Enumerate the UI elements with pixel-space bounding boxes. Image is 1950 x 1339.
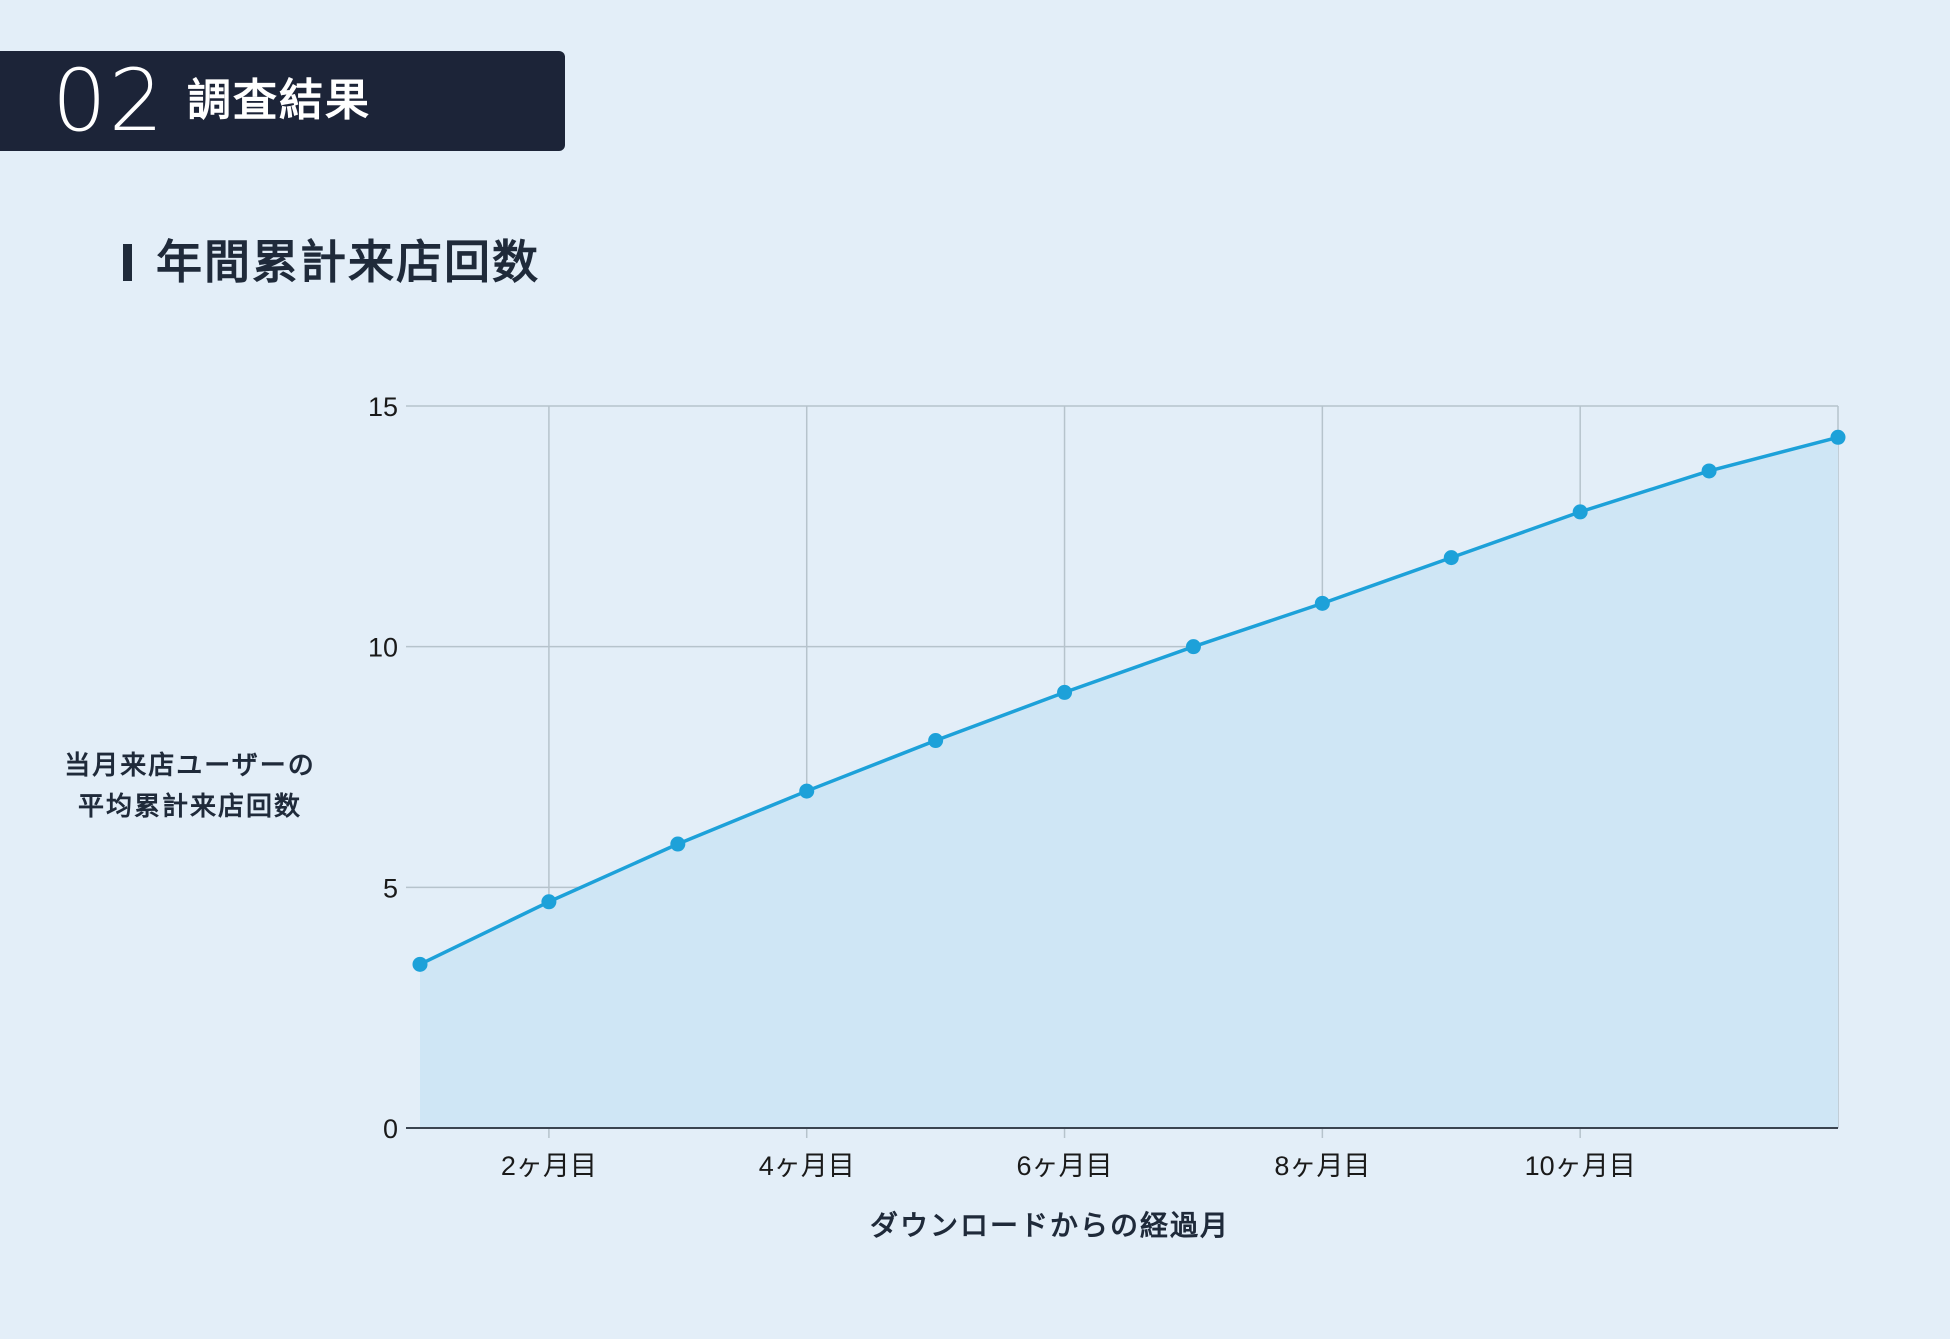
area-fill <box>420 437 1838 1129</box>
data-point <box>1057 684 1073 700</box>
data-point <box>412 956 428 972</box>
data-point <box>541 894 557 910</box>
y-tick-label: 10 <box>368 633 398 663</box>
section-header: 02 調査結果 <box>0 51 565 151</box>
series-line <box>419 435 1839 966</box>
data-point <box>799 783 815 799</box>
data-point <box>1572 504 1588 520</box>
chart-title: 年間累計来店回数 <box>156 235 540 289</box>
x-tick-label: 10ヶ月目 <box>1525 1151 1636 1181</box>
y-axis-label-line-1: 当月来店ユーザーの <box>64 751 316 781</box>
point-layer <box>412 429 1846 972</box>
section-number: 02 <box>52 51 166 151</box>
data-point <box>1830 429 1846 445</box>
y-tick-label: 0 <box>383 1114 398 1144</box>
x-axis-label: ダウンロードからの経過月 <box>869 1209 1230 1242</box>
data-point <box>1443 550 1459 566</box>
data-point <box>1314 595 1330 611</box>
y-axis-label: 当月来店ユーザーの 平均累計来店回数 <box>40 746 340 828</box>
data-point <box>1185 639 1201 655</box>
line-layer <box>419 435 1839 966</box>
y-axis-label-line-2: 平均累計来店回数 <box>77 792 302 822</box>
section-title: 調査結果 <box>187 75 371 126</box>
x-tick-label: 6ヶ月目 <box>1017 1151 1113 1181</box>
y-tick-label: 5 <box>383 873 398 903</box>
x-tick-label: 4ヶ月目 <box>759 1151 855 1181</box>
title-accent-bar <box>123 244 132 281</box>
tick-label-layer: 0 5 10 15 2ヶ月目 4ヶ月目 6ヶ月目 8ヶ月目 10ヶ月目 <box>368 392 1636 1181</box>
data-point <box>670 836 686 852</box>
area-layer <box>420 437 1838 1129</box>
data-point <box>1701 463 1717 479</box>
x-tick-label: 2ヶ月目 <box>501 1151 597 1181</box>
x-tick-label: 8ヶ月目 <box>1274 1151 1370 1181</box>
y-tick-label: 15 <box>368 392 398 422</box>
data-point <box>928 733 944 749</box>
